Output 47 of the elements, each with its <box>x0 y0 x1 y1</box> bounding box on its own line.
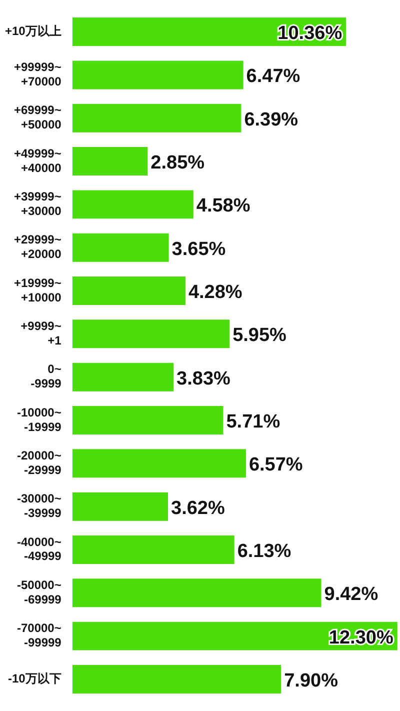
y-tick-label: -10000~ -19999 <box>16 405 62 434</box>
bar <box>72 190 194 219</box>
data-label: 5.71% <box>226 411 280 432</box>
data-label: 4.58% <box>196 196 250 217</box>
bar <box>72 362 174 392</box>
data-label: 10.36% <box>278 23 342 44</box>
bar <box>72 233 169 262</box>
data-label: 6.13% <box>237 540 292 562</box>
data-label: 6.57% <box>248 454 303 476</box>
y-tick-label: -30000~ -39999 <box>16 492 62 520</box>
data-label: 3.65% <box>172 238 226 260</box>
bar <box>72 276 186 305</box>
y-tick-label: -70000~ -99999 <box>16 621 62 650</box>
y-tick-label: -20000~ -29999 <box>16 448 62 477</box>
y-tick-label: -10万以下 <box>8 672 62 686</box>
y-tick-label: +9999~ +1 <box>20 319 62 348</box>
data-label: 3.62% <box>171 498 225 519</box>
bar <box>72 320 230 348</box>
bar <box>72 622 398 650</box>
bar <box>72 535 234 564</box>
y-tick-label: +99999~ +70000 <box>14 60 62 88</box>
y-tick-label: +10万以上 <box>4 24 62 38</box>
bar <box>72 449 246 478</box>
bar <box>72 578 322 608</box>
data-label: 4.28% <box>188 282 242 303</box>
bar <box>72 492 168 521</box>
y-tick-label: -50000~ -69999 <box>16 578 62 606</box>
data-label: 6.39% <box>244 109 298 130</box>
bar <box>72 406 224 434</box>
y-tick-label: +49999~ +40000 <box>14 146 62 175</box>
data-label: 9.42% <box>324 584 378 606</box>
y-tick-label: +69999~ +50000 <box>14 103 62 132</box>
data-label: 6.47% <box>246 66 300 88</box>
bar <box>72 147 148 176</box>
data-label: 5.95% <box>232 325 287 346</box>
data-label: 3.83% <box>176 368 231 390</box>
y-tick-label: 0~ -9999 <box>30 362 62 391</box>
y-tick-label: -40000~ -49999 <box>16 534 62 564</box>
data-label: 2.85% <box>150 152 205 174</box>
y-tick-label: +19999~ +10000 <box>14 276 62 304</box>
data-label: 12.30% <box>328 627 394 648</box>
data-label: 7.90% <box>284 670 338 692</box>
bar <box>72 664 282 694</box>
y-tick-label: +39999~ +30000 <box>14 190 62 218</box>
y-tick-label: +29999~ +20000 <box>14 232 62 262</box>
bar <box>72 104 242 132</box>
bar <box>72 60 244 90</box>
